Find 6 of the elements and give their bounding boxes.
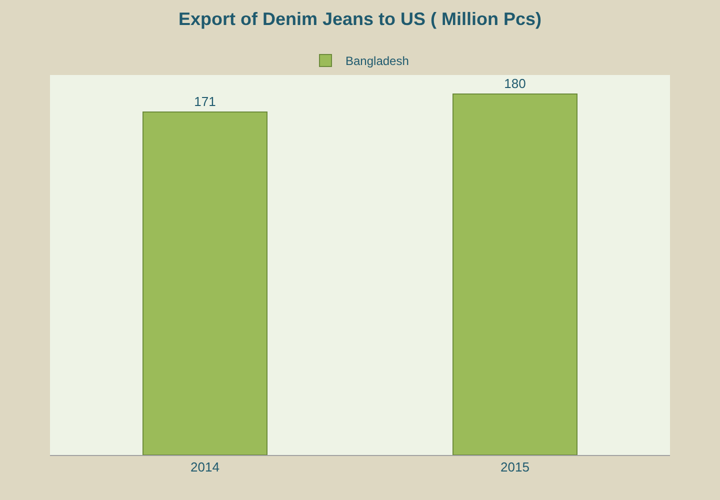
x-tick-label: 2014 — [190, 460, 220, 475]
data-label: 180 — [504, 76, 526, 91]
x-tick-label: 2015 — [500, 460, 530, 475]
legend-label: Bangladesh — [346, 54, 409, 68]
chart-title: Export of Denim Jeans to US ( Million Pcs) — [178, 9, 542, 30]
data-label: 171 — [194, 94, 216, 110]
